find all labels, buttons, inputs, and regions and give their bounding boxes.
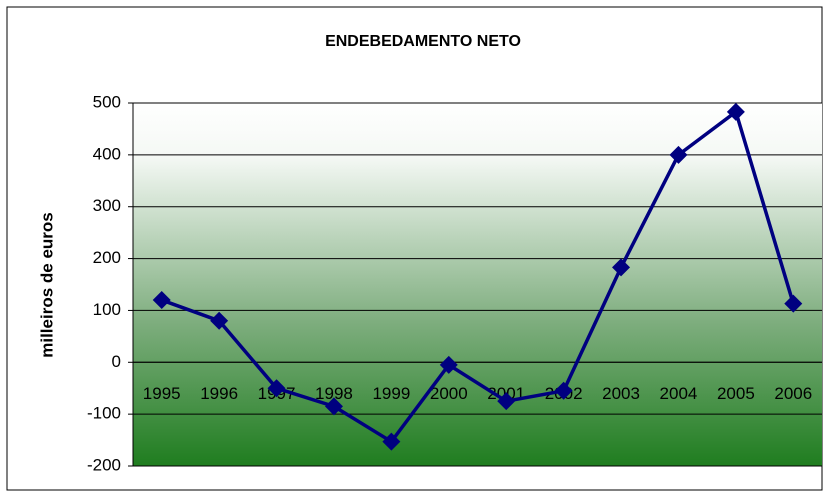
marker: [382, 432, 401, 451]
y-tick-label: 200: [93, 248, 121, 267]
y-tick-label: 0: [112, 352, 121, 371]
marker: [554, 381, 573, 400]
x-tick-label: 1998: [315, 384, 353, 403]
y-tick-label: -200: [87, 455, 121, 474]
y-axis-label: milleiros de euros: [37, 212, 56, 358]
marker: [152, 291, 171, 310]
x-tick-label: 2003: [602, 384, 640, 403]
marker: [784, 294, 803, 313]
x-tick-label: 2005: [717, 384, 755, 403]
marker: [267, 379, 286, 398]
y-tick-label: 300: [93, 196, 121, 215]
y-tick-label: -100: [87, 404, 121, 423]
x-tick-label: 1995: [143, 384, 181, 403]
plot-area: [133, 103, 822, 466]
x-tick-label: 1999: [372, 384, 410, 403]
y-tick-label: 100: [93, 300, 121, 319]
chart-title: ENDEBEDAMENTO NETO: [325, 33, 521, 50]
x-tick-label: 2000: [430, 384, 468, 403]
y-tick-label: 400: [93, 144, 121, 163]
marker: [324, 397, 343, 416]
x-tick-label: 2004: [660, 384, 698, 403]
x-tick-label: 2006: [774, 384, 812, 403]
marker: [726, 102, 745, 121]
y-tick-label: 500: [93, 92, 121, 111]
marker: [612, 258, 631, 277]
marker: [210, 311, 229, 330]
marker: [439, 355, 458, 374]
marker: [497, 392, 516, 411]
x-tick-label: 1996: [200, 384, 238, 403]
line: [161, 110, 795, 444]
marker: [669, 145, 688, 164]
